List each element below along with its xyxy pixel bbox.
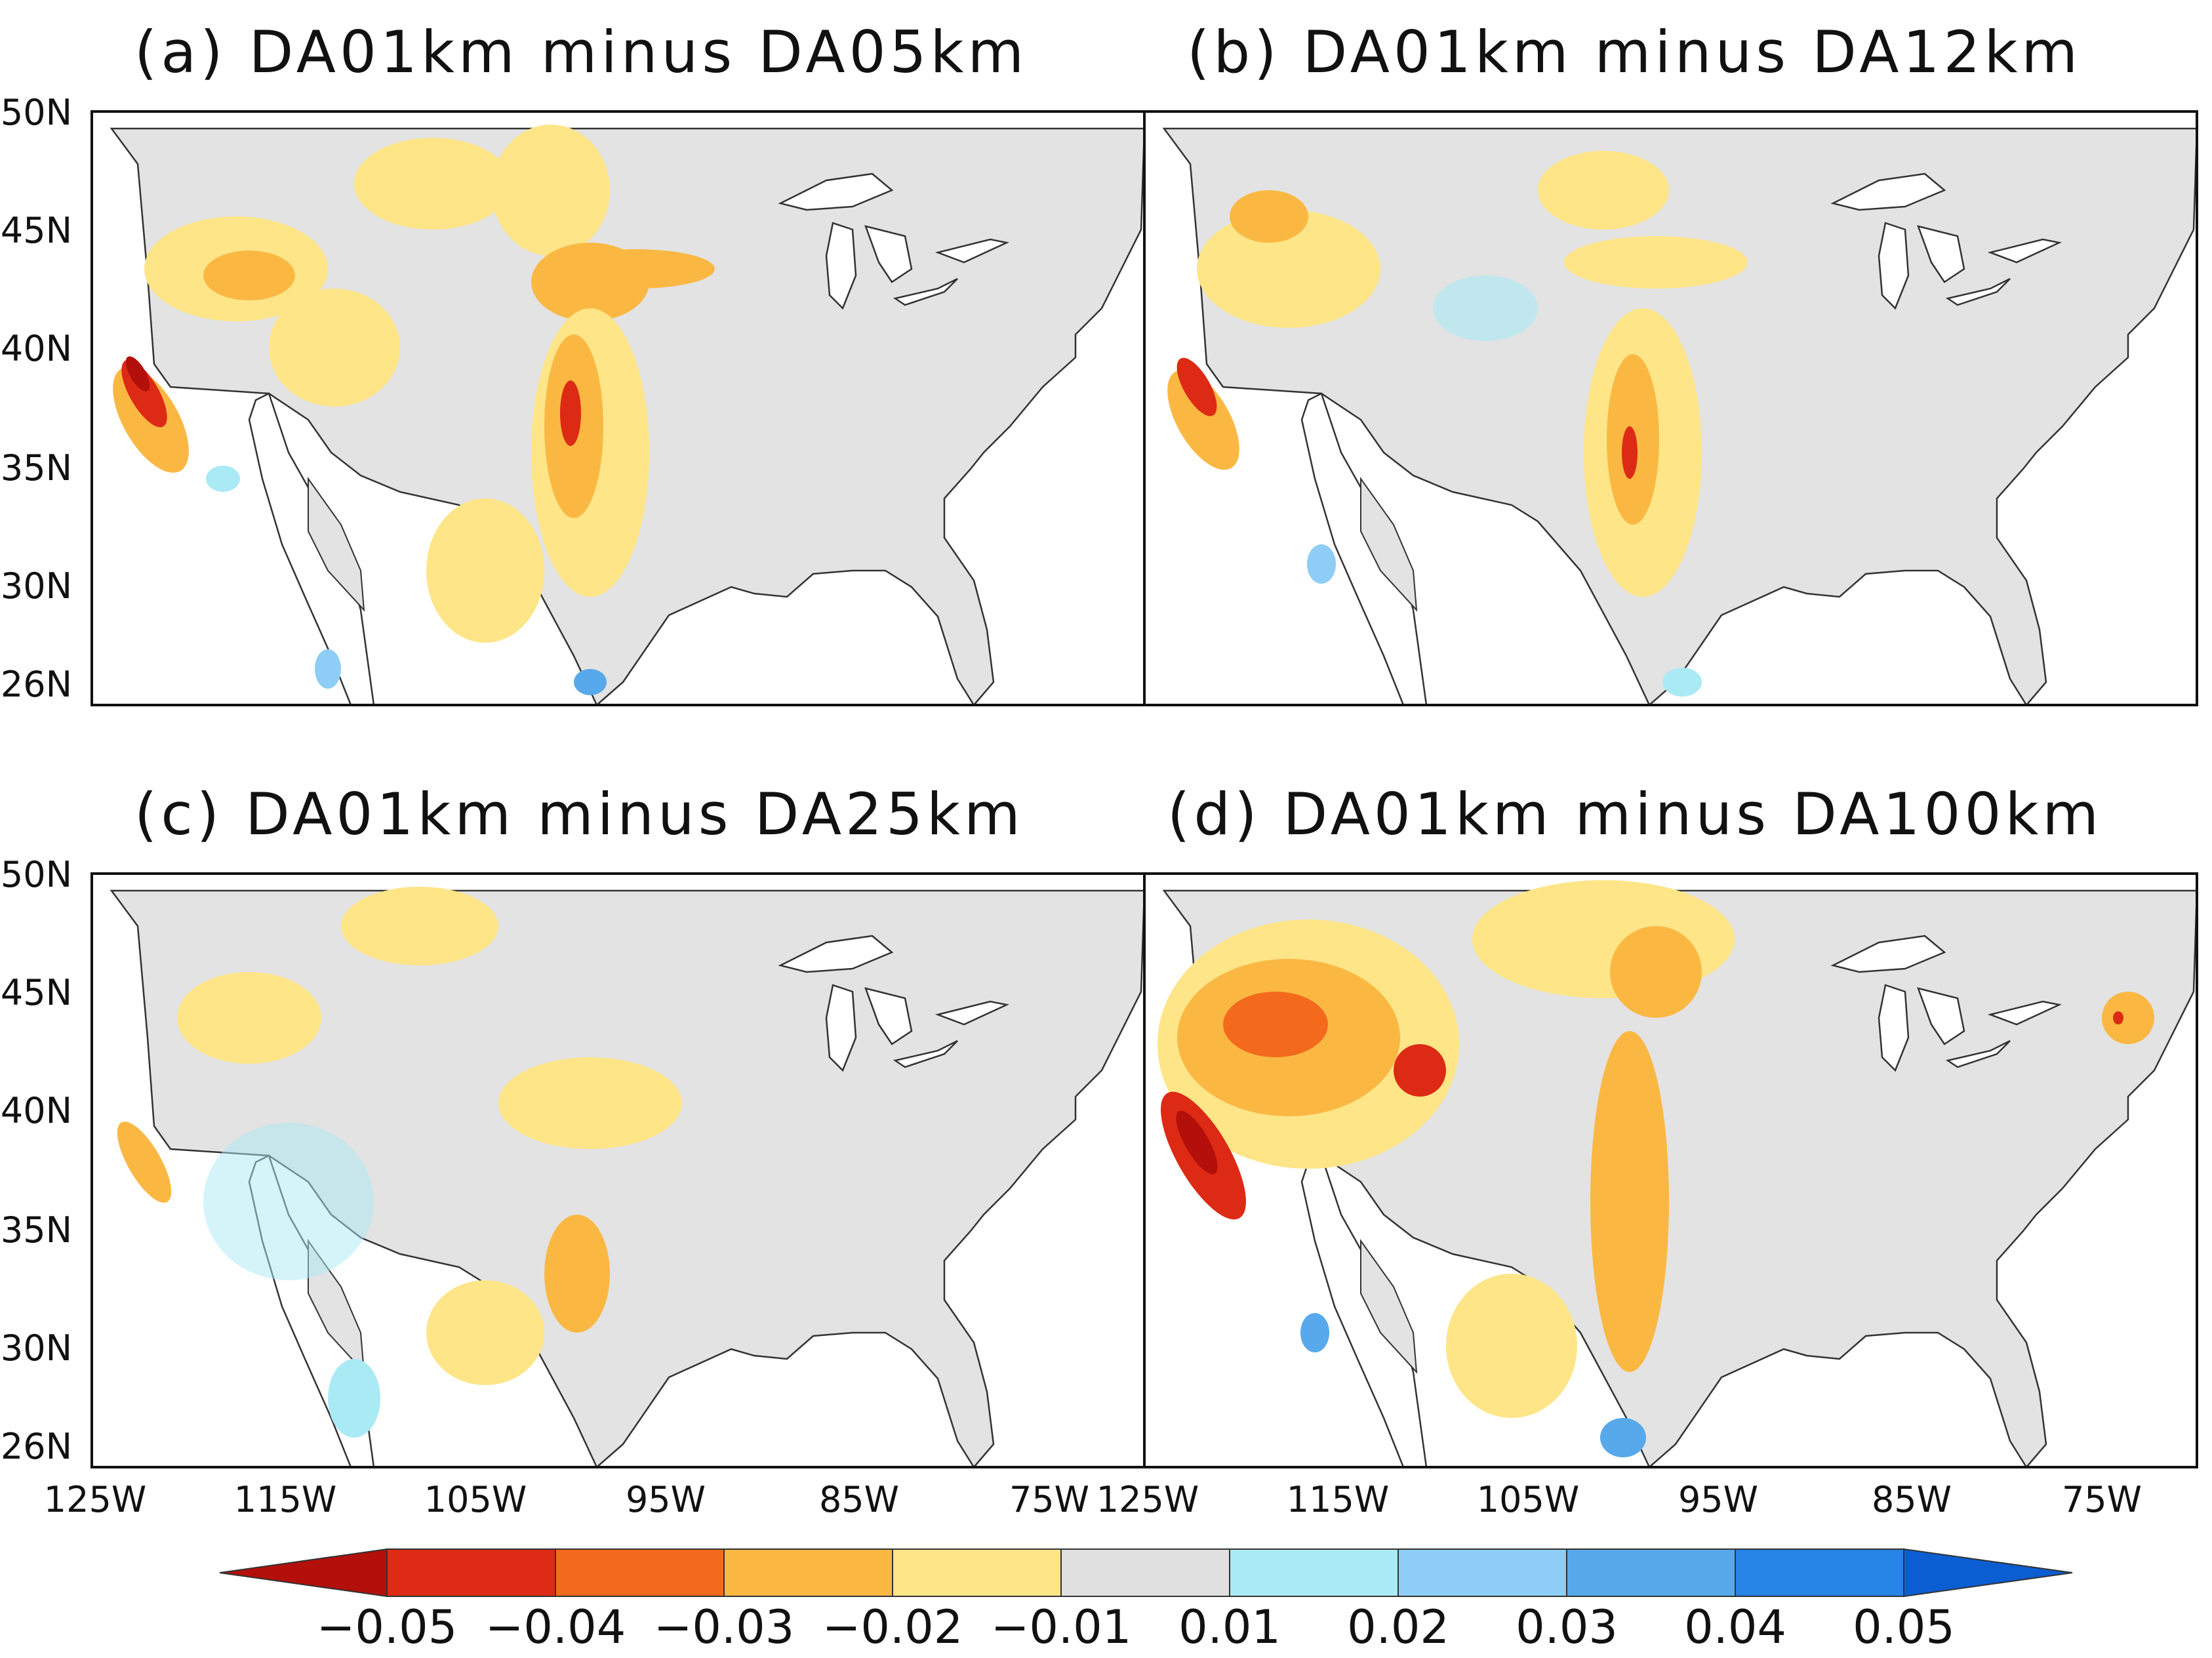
lon-axis-left: 125W 115W 105W 95W 85W 75W [44,1479,1089,1520]
colorbar-label: 0.03 [1516,1600,1618,1654]
colorbar-segment [1229,1548,1399,1597]
lat-tick: 35N [1,1209,72,1251]
lon-axis-right: 125W 115W 105W 95W 85W 75W [1096,1479,2142,1520]
colorbar-segment [1398,1548,1567,1597]
colorbar-label: 0.04 [1684,1600,1786,1654]
panel-c-title: (c) DA01km minus DA25km [134,780,1024,848]
colorbar-label: 0.05 [1853,1600,1955,1654]
lat-tick: 26N [1,664,72,705]
colorbar-label: −0.02 [822,1600,963,1654]
colorbar-label: 0.02 [1347,1600,1449,1654]
panel-b-title: (b) DA01km minus DA12km [1187,18,2081,86]
colorbar-label: −0.05 [317,1600,458,1654]
panel-c [90,872,1146,1468]
lat-tick: 40N [1,1090,72,1131]
lat-tick: 26N [1,1426,72,1467]
difference-shading [1167,151,1748,697]
panel-d [1143,872,2198,1468]
colorbar-segment [1060,1548,1230,1597]
lon-tick: 105W [1477,1479,1579,1520]
colorbar-segment [892,1548,1062,1597]
lon-tick: 95W [1678,1479,1758,1520]
lon-tick: 85W [819,1479,899,1520]
colorbar-label: −0.03 [654,1600,795,1654]
colorbar-left-arrow [219,1548,388,1598]
colorbar-segment [1735,1548,1904,1597]
lat-tick: 50N [1,92,72,133]
panel-a [90,110,1146,706]
lat-tick: 45N [1,210,72,251]
lon-tick: 125W [1096,1479,1199,1520]
lon-tick: 125W [44,1479,146,1520]
lon-tick: 75W [1009,1479,1089,1520]
lat-tick: 35N [1,447,72,489]
lat-tick: 40N [1,328,72,369]
lon-tick: 115W [234,1479,336,1520]
colorbar-segment [386,1548,556,1597]
colorbar-label: 0.01 [1178,1600,1281,1654]
difference-shading [113,125,715,695]
lon-tick: 95W [626,1479,706,1520]
lat-axis-bottom: 50N 45N 40N 35N 30N 26N [1,854,72,1467]
colorbar-segment [555,1548,725,1597]
lat-tick: 30N [1,565,72,607]
colorbar-right-arrow [1903,1548,2073,1598]
lon-tick: 75W [2062,1479,2142,1520]
colorbar-segment [1566,1548,1736,1597]
lat-tick: 45N [1,972,72,1013]
panel-d-title: (d) DA01km minus DA100km [1167,780,2102,848]
panel-a-title: (a) DA01km minus DA05km [134,18,1028,86]
lat-tick: 30N [1,1327,72,1369]
colorbar: −0.05 −0.04 −0.03 −0.02 −0.01 0.01 0.02 … [219,1548,2073,1654]
panel-b [1143,110,2198,706]
lat-axis-top: 50N 45N 40N 35N 30N 26N [1,92,72,705]
colorbar-label: −0.01 [991,1600,1132,1654]
lon-tick: 85W [1872,1479,1952,1520]
lat-tick: 50N [1,854,72,895]
lon-tick: 105W [424,1479,527,1520]
colorbar-segment [723,1548,893,1597]
colorbar-label: −0.04 [485,1600,626,1654]
lon-tick: 115W [1287,1479,1389,1520]
difference-shading [1157,880,2154,1457]
difference-shading [117,887,682,1438]
